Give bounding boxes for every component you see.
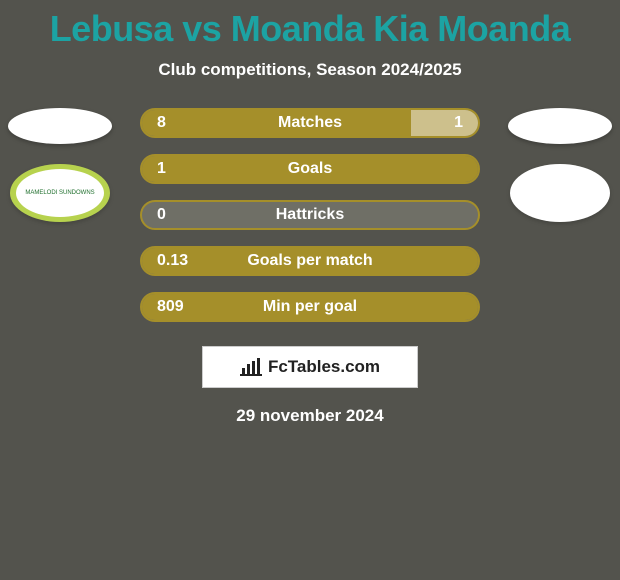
player-right-club-logo bbox=[510, 164, 610, 222]
stat-bars: 81Matches 1Goals 0Hattricks 0.13Goals per m… bbox=[140, 108, 480, 322]
stat-label: Hattricks bbox=[142, 202, 478, 228]
brand-text: FcTables.com bbox=[268, 357, 380, 377]
player-left-club-logo: MAMELODI SUNDOWNS bbox=[10, 164, 110, 222]
stat-row: 1Goals bbox=[140, 154, 480, 184]
player-left-avatar bbox=[8, 108, 112, 144]
player-left-club-text: MAMELODI SUNDOWNS bbox=[25, 190, 94, 197]
stat-row: 0Hattricks bbox=[140, 200, 480, 230]
stat-row: 0.13Goals per match bbox=[140, 246, 480, 276]
stat-label: Matches bbox=[142, 110, 478, 136]
stat-label: Min per goal bbox=[142, 294, 478, 320]
page-title: Lebusa vs Moanda Kia Moanda bbox=[0, 0, 620, 50]
stat-row: 809Min per goal bbox=[140, 292, 480, 322]
player-right-avatar bbox=[508, 108, 612, 144]
player-left-club-inner: MAMELODI SUNDOWNS bbox=[16, 169, 104, 217]
stat-row: 81Matches bbox=[140, 108, 480, 138]
player-left-column: MAMELODI SUNDOWNS bbox=[0, 108, 120, 222]
stat-label: Goals per match bbox=[142, 248, 478, 274]
subtitle: Club competitions, Season 2024/2025 bbox=[0, 60, 620, 80]
player-right-club-inner bbox=[516, 169, 604, 217]
brand-chart-icon bbox=[240, 358, 262, 376]
player-right-column bbox=[500, 108, 620, 222]
date-line: 29 november 2024 bbox=[0, 406, 620, 426]
stat-label: Goals bbox=[142, 156, 478, 182]
comparison-infographic: Lebusa vs Moanda Kia Moanda Club competi… bbox=[0, 0, 620, 580]
brand-box: FcTables.com bbox=[202, 346, 418, 388]
comparison-area: MAMELODI SUNDOWNS 81Matches 1Goals 0Hattri… bbox=[0, 108, 620, 322]
